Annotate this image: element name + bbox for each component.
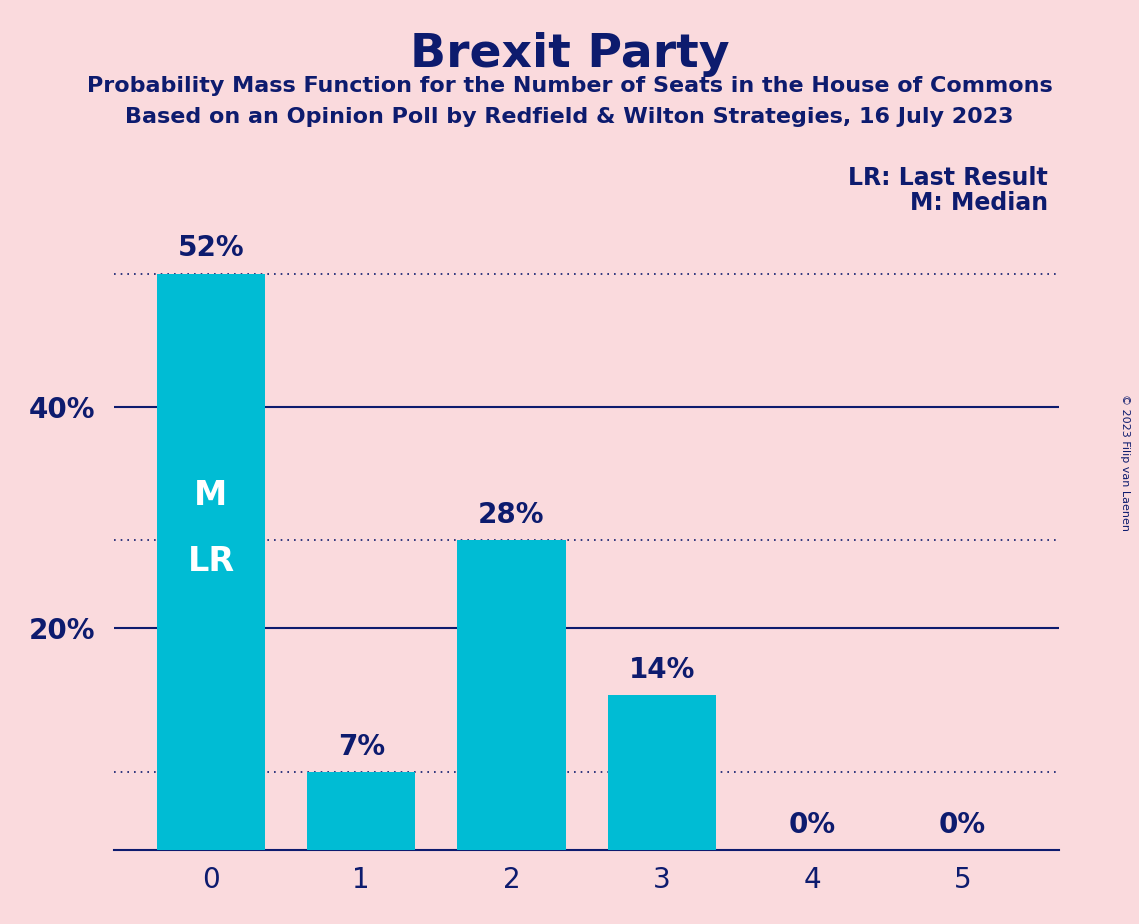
Text: LR: LR [188,545,235,578]
Text: M: M [195,479,228,512]
Text: © 2023 Filip van Laenen: © 2023 Filip van Laenen [1121,394,1130,530]
Text: M: Median: M: Median [910,191,1048,215]
Bar [308,772,416,850]
Text: 14%: 14% [629,656,695,684]
Bar [157,274,265,850]
Text: Probability Mass Function for the Number of Seats in the House of Commons: Probability Mass Function for the Number… [87,76,1052,96]
Bar [458,540,566,850]
Text: Brexit Party: Brexit Party [410,32,729,78]
Bar [607,695,715,850]
Text: 0%: 0% [788,811,836,839]
Text: Based on an Opinion Poll by Redfield & Wilton Strategies, 16 July 2023: Based on an Opinion Poll by Redfield & W… [125,107,1014,128]
Text: 0%: 0% [939,811,985,839]
Text: 28%: 28% [478,501,544,529]
Text: 52%: 52% [178,235,244,262]
Text: 7%: 7% [337,734,385,761]
Text: LR: Last Result: LR: Last Result [849,166,1048,190]
